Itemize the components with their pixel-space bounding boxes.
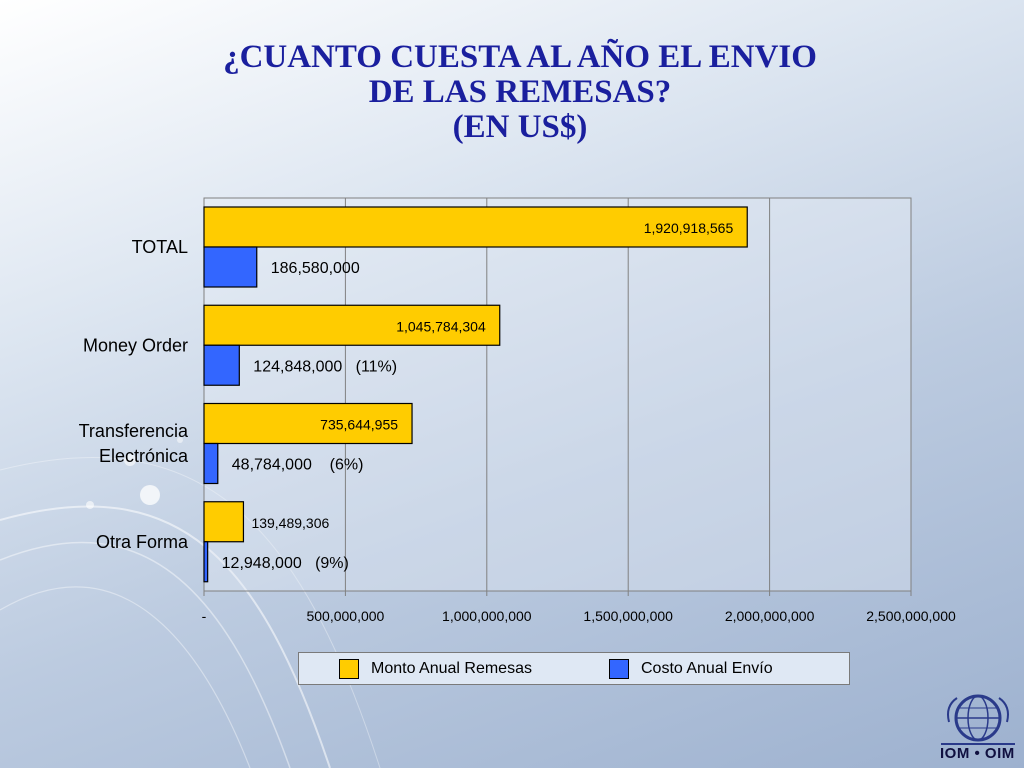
data-label-remesas: 1,920,918,565 [644, 220, 734, 236]
bar-costo [203, 344, 240, 386]
x-tick-label: 500,000,000 [306, 608, 384, 624]
category-label: Money Order [83, 335, 188, 355]
data-label-remesas: 1,045,784,304 [396, 318, 486, 334]
data-label-costo: 124,848,000 (11%) [253, 358, 397, 375]
bar-remesas [203, 304, 501, 346]
title-line-3: (EN US$) [452, 109, 588, 145]
category-label: Electrónica [99, 446, 189, 466]
chart-legend: Monto Anual Remesas Costo Anual Envío [298, 652, 850, 685]
x-tick-label: - [202, 608, 207, 624]
data-label-costo: 48,784,000 (6%) [232, 457, 364, 474]
bar-costo [203, 442, 219, 485]
category-label: Otra Forma [96, 532, 189, 552]
legend-item-costo: Costo Anual Envío [609, 659, 773, 679]
bar-remesas [203, 402, 413, 445]
bar-costo [203, 541, 209, 583]
data-label-costo: 186,580,000 [271, 260, 360, 277]
legend-item-remesas: Monto Anual Remesas [339, 659, 532, 679]
title-line-1: ¿CUANTO CUESTA AL AÑO EL ENVIO [223, 39, 817, 75]
data-label-remesas: 735,644,955 [320, 417, 398, 433]
logo-text: IOM • OIM [940, 745, 1015, 762]
title-line-2: DE LAS REMESAS? [368, 74, 672, 110]
category-label: TOTAL [132, 237, 188, 257]
bar-remesas [203, 206, 748, 248]
legend-swatch-costo [609, 659, 629, 679]
slide-title: ¿CUANTO CUESTA AL AÑO EL ENVIO DE LAS RE… [90, 40, 950, 145]
category-label: Transferencia [79, 421, 189, 441]
iom-logo [941, 694, 1015, 745]
bar-remesas [203, 501, 245, 543]
data-label-costo: 12,948,000 (9%) [222, 555, 349, 572]
plot-area [203, 197, 912, 592]
legend-label-costo: Costo Anual Envío [641, 660, 773, 677]
legend-label-remesas: Monto Anual Remesas [371, 660, 532, 677]
x-tick-label: 1,000,000,000 [442, 608, 532, 624]
x-tick-label: 2,000,000,000 [725, 608, 815, 624]
x-tick-label: 2,500,000,000 [866, 608, 956, 624]
legend-swatch-remesas [339, 659, 359, 679]
data-label-remesas: 139,489,306 [251, 515, 329, 531]
bar-chart: - 500,000,000 1,000,000,000 1,500,000,000 2,… [79, 197, 956, 624]
x-tick-label: 1,500,000,000 [583, 608, 673, 624]
bar-costo [203, 246, 258, 288]
